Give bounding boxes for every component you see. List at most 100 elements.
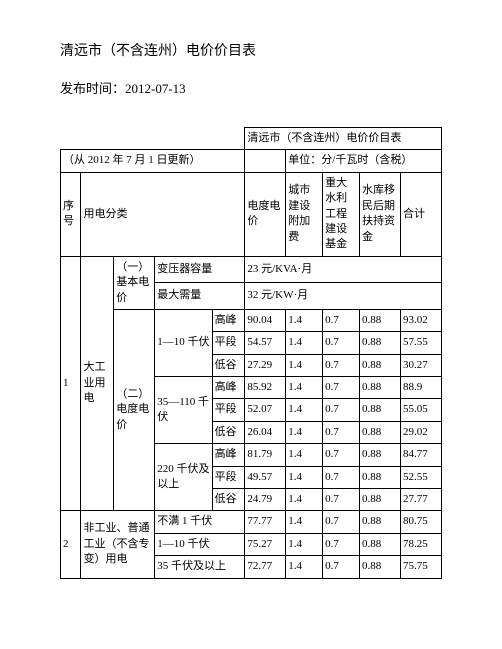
table-header-row: 序号 用电分类 电度电价 城市建设附加费 重大水利工程建设基金 水库移民后期扶持…: [61, 172, 442, 256]
data-cell: 1.4: [286, 533, 323, 555]
basic-price-label: （一） 基本电价: [114, 256, 155, 309]
data-cell: 0.88: [360, 399, 401, 421]
data-cell: 84.77: [400, 444, 441, 466]
seq-cell: 1: [61, 256, 81, 511]
data-cell: 72.77: [245, 556, 286, 578]
period-cell: 低谷: [212, 421, 245, 443]
data-cell: 1.4: [286, 466, 323, 488]
data-cell: 29.02: [400, 421, 441, 443]
table-title-cell: 清远市（不含连州）电价价目表: [245, 128, 442, 150]
energy-price-label: （二） 电度电价: [114, 309, 155, 511]
data-cell: 30.27: [400, 354, 441, 376]
data-cell: 80.75: [400, 511, 441, 533]
data-cell: 0.88: [360, 309, 401, 331]
period-cell: 高峰: [212, 377, 245, 399]
period-cell: 高峰: [212, 444, 245, 466]
category-cell: 大工业用电: [81, 256, 114, 511]
pubdate-value: 2012-07-13: [125, 81, 186, 96]
voltage-cell: 1—10 千伏: [155, 533, 245, 555]
period-cell: 平段: [212, 399, 245, 421]
table-row: 清远市（不含连州）电价价目表: [61, 128, 442, 150]
data-cell: 55.05: [400, 399, 441, 421]
data-cell: 27.77: [400, 489, 441, 511]
data-cell: 26.04: [245, 421, 286, 443]
voltage-cell: 35 千伏及以上: [155, 556, 245, 578]
seq-cell: 2: [61, 511, 81, 578]
data-cell: 1.4: [286, 377, 323, 399]
max-demand-value: 32 元/KW·月: [245, 283, 442, 310]
data-cell: 0.88: [360, 533, 401, 555]
data-cell: 1.4: [286, 489, 323, 511]
data-cell: 0.7: [323, 444, 360, 466]
col-water: 重大水利工程建设基金: [323, 172, 360, 256]
col-city: 城市建设附加费: [286, 172, 323, 256]
data-cell: 75.75: [400, 556, 441, 578]
data-cell: 1.4: [286, 511, 323, 533]
voltage-cell: 1—10 千伏: [155, 309, 212, 376]
col-category: 用电分类: [81, 172, 245, 256]
data-cell: 0.88: [360, 421, 401, 443]
voltage-cell: 220 千伏及以上: [155, 444, 212, 511]
data-cell: 0.88: [360, 354, 401, 376]
period-cell: 平段: [212, 332, 245, 354]
col-total: 合计: [400, 172, 441, 256]
table-row: （从 2012 年 7 月 1 日更新） 单位：分/千瓦时（含税）: [61, 150, 442, 172]
data-cell: 1.4: [286, 421, 323, 443]
data-cell: 81.79: [245, 444, 286, 466]
effective-note: （从 2012 年 7 月 1 日更新）: [61, 150, 245, 172]
data-cell: 0.7: [323, 466, 360, 488]
data-cell: 77.77: [245, 511, 286, 533]
publish-date: 发布时间：2012-07-13: [60, 78, 442, 97]
data-cell: 0.7: [323, 489, 360, 511]
data-cell: 1.4: [286, 399, 323, 421]
data-cell: 0.88: [360, 332, 401, 354]
data-cell: 1.4: [286, 332, 323, 354]
category-cell: 非工业、普通工业（不含专变）用电: [81, 511, 155, 578]
data-cell: 0.88: [360, 511, 401, 533]
data-cell: 27.29: [245, 354, 286, 376]
data-cell: 78.25: [400, 533, 441, 555]
data-cell: 1.4: [286, 556, 323, 578]
data-cell: 1.4: [286, 309, 323, 331]
max-demand-label: 最大需量: [155, 283, 245, 310]
data-cell: 1.4: [286, 354, 323, 376]
col-reservoir: 水库移民后期扶持资金: [360, 172, 401, 256]
data-cell: 0.7: [323, 511, 360, 533]
data-cell: 0.7: [323, 309, 360, 331]
data-cell: 0.7: [323, 332, 360, 354]
table-row: 1 大工业用电 （一） 基本电价 变压器容量 23 元/KVA·月: [61, 256, 442, 283]
table-row: （二） 电度电价 1—10 千伏 高峰 90.04 1.4 0.7 0.88 9…: [61, 309, 442, 331]
data-cell: 0.7: [323, 533, 360, 555]
data-cell: 54.57: [245, 332, 286, 354]
col-price: 电度电价: [245, 172, 286, 256]
data-cell: 0.7: [323, 399, 360, 421]
period-cell: 高峰: [212, 309, 245, 331]
data-cell: 0.7: [323, 354, 360, 376]
data-cell: 0.88: [360, 444, 401, 466]
pubdate-label: 发布时间：: [60, 81, 125, 96]
data-cell: 0.7: [323, 556, 360, 578]
transformer-value: 23 元/KVA·月: [245, 256, 442, 283]
data-cell: 1.4: [286, 444, 323, 466]
data-cell: 0.88: [360, 556, 401, 578]
col-seq: 序号: [61, 172, 81, 256]
data-cell: 93.02: [400, 309, 441, 331]
data-cell: 0.7: [323, 377, 360, 399]
data-cell: 24.79: [245, 489, 286, 511]
data-cell: 0.88: [360, 377, 401, 399]
data-cell: 52.07: [245, 399, 286, 421]
data-cell: 75.27: [245, 533, 286, 555]
data-cell: 57.55: [400, 332, 441, 354]
period-cell: 低谷: [212, 489, 245, 511]
data-cell: 0.7: [323, 421, 360, 443]
voltage-cell: 35—110 千伏: [155, 377, 212, 444]
period-cell: 低谷: [212, 354, 245, 376]
data-cell: 90.04: [245, 309, 286, 331]
data-cell: 88.9: [400, 377, 441, 399]
table-row: 2 非工业、普通工业（不含专变）用电 不满 1 千伏 77.77 1.4 0.7…: [61, 511, 442, 533]
voltage-cell: 不满 1 千伏: [155, 511, 245, 533]
unit-note: 单位：分/千瓦时（含税）: [286, 150, 442, 172]
period-cell: 平段: [212, 466, 245, 488]
data-cell: 52.55: [400, 466, 441, 488]
page-title: 清远市（不含连州）电价价目表: [60, 40, 442, 60]
